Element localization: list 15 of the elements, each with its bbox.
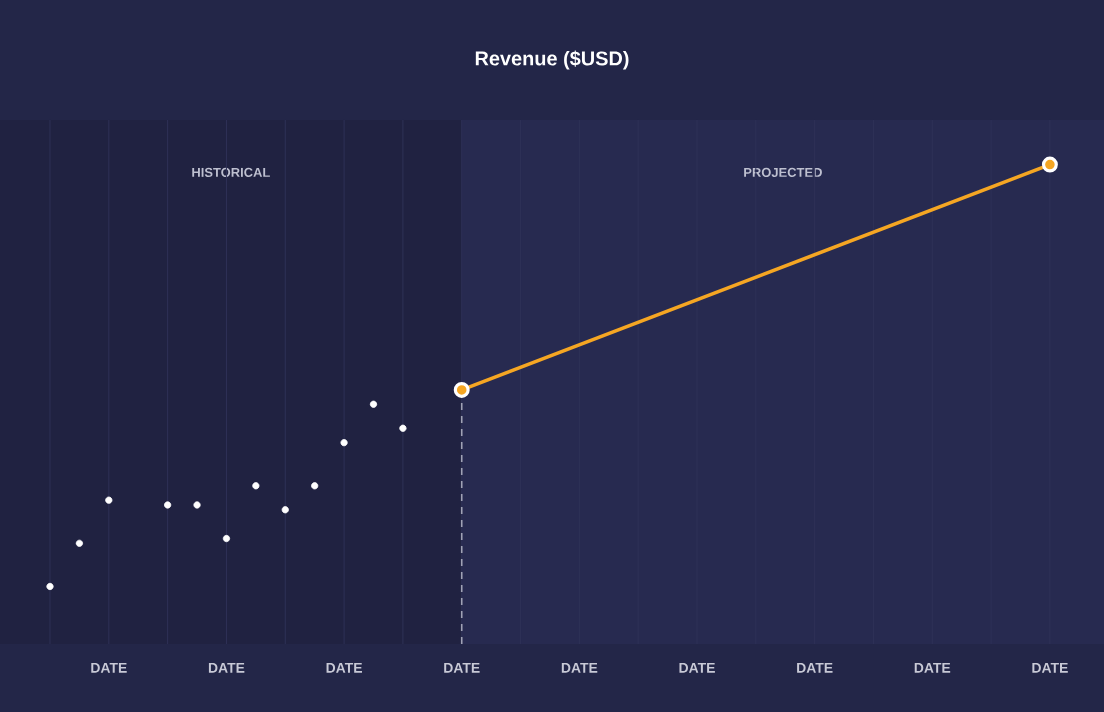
point	[1041, 156, 1058, 173]
point	[399, 424, 407, 432]
point	[369, 400, 378, 408]
point	[281, 506, 289, 514]
point	[453, 381, 470, 398]
point	[105, 496, 113, 504]
point	[252, 482, 260, 490]
point	[340, 439, 348, 447]
point	[164, 501, 172, 509]
point	[75, 539, 83, 547]
point	[193, 501, 201, 509]
point	[46, 582, 54, 591]
chart-title: Revenue ($USD)	[475, 50, 629, 70]
point	[311, 482, 319, 490]
point	[222, 534, 231, 543]
